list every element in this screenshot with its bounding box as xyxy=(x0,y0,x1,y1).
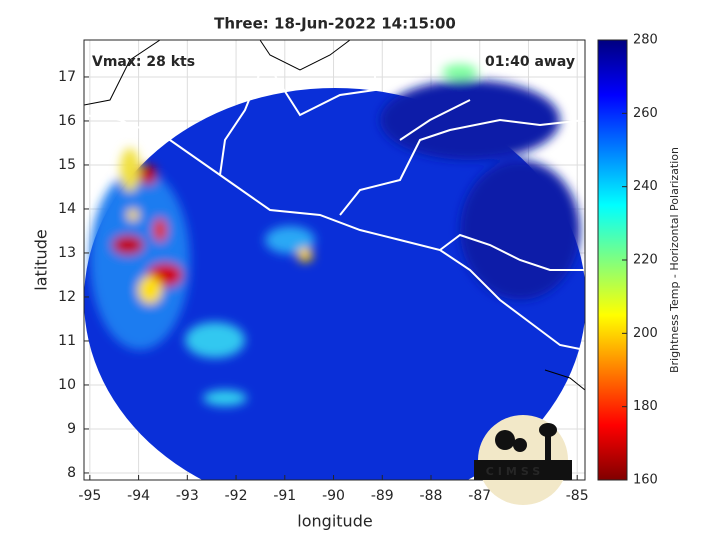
ticks: -95-94-93-92-91-90-89-88-87-86-858910111… xyxy=(58,69,588,504)
y-axis-label: latitude xyxy=(32,229,51,290)
chart-title: Three: 18-Jun-2022 14:15:00 xyxy=(214,15,456,33)
y-tick-label: 9 xyxy=(67,421,76,437)
x-tick-label: -89 xyxy=(371,488,394,504)
y-tick-label: 12 xyxy=(58,289,76,305)
y-tick-label: 8 xyxy=(67,465,76,481)
y-tick-label: 10 xyxy=(58,377,76,393)
colorbar-tick-label: 240 xyxy=(633,179,658,194)
swath xyxy=(84,40,585,480)
logo: CIMSS xyxy=(474,415,572,505)
y-tick-label: 11 xyxy=(58,333,76,349)
x-tick-label: -94 xyxy=(127,488,150,504)
y-tick-label: 13 xyxy=(58,245,76,261)
x-tick-label: -91 xyxy=(273,488,296,504)
y-tick-label: 17 xyxy=(58,69,76,85)
x-tick-label: -93 xyxy=(176,488,199,504)
y-tick-label: 14 xyxy=(58,201,76,217)
x-axis-label: longitude xyxy=(297,512,372,531)
x-tick-label: -95 xyxy=(78,488,101,504)
annotation: 01:40 away xyxy=(485,54,575,70)
x-tick-label: -90 xyxy=(322,488,345,504)
y-tick-label: 15 xyxy=(58,157,76,173)
colorbar-ticks: 160 180 200 220 240 260 280 xyxy=(622,33,658,488)
colorbar-label: Brightness Temp - Horizontal Polarizatio… xyxy=(668,147,681,373)
colorbar-tick-label: 260 xyxy=(633,106,658,121)
x-tick-label: -85 xyxy=(566,488,589,504)
logo-text: CIMSS xyxy=(486,465,544,478)
x-tick-label: -88 xyxy=(420,488,443,504)
colorbar-tick-label: 200 xyxy=(633,326,658,341)
annotation: Vmax: 28 kts xyxy=(92,54,195,70)
colorbar-tick-label: 220 xyxy=(633,253,658,268)
x-tick-label: -92 xyxy=(225,488,248,504)
plot-frame xyxy=(83,39,586,481)
colorbar-tick-label: 180 xyxy=(633,399,658,414)
y-tick-label: 16 xyxy=(58,113,76,129)
colorbar-tick-label: 160 xyxy=(633,473,658,488)
x-tick-label: -87 xyxy=(468,488,491,504)
colorbar-tick-label: 280 xyxy=(633,33,658,48)
